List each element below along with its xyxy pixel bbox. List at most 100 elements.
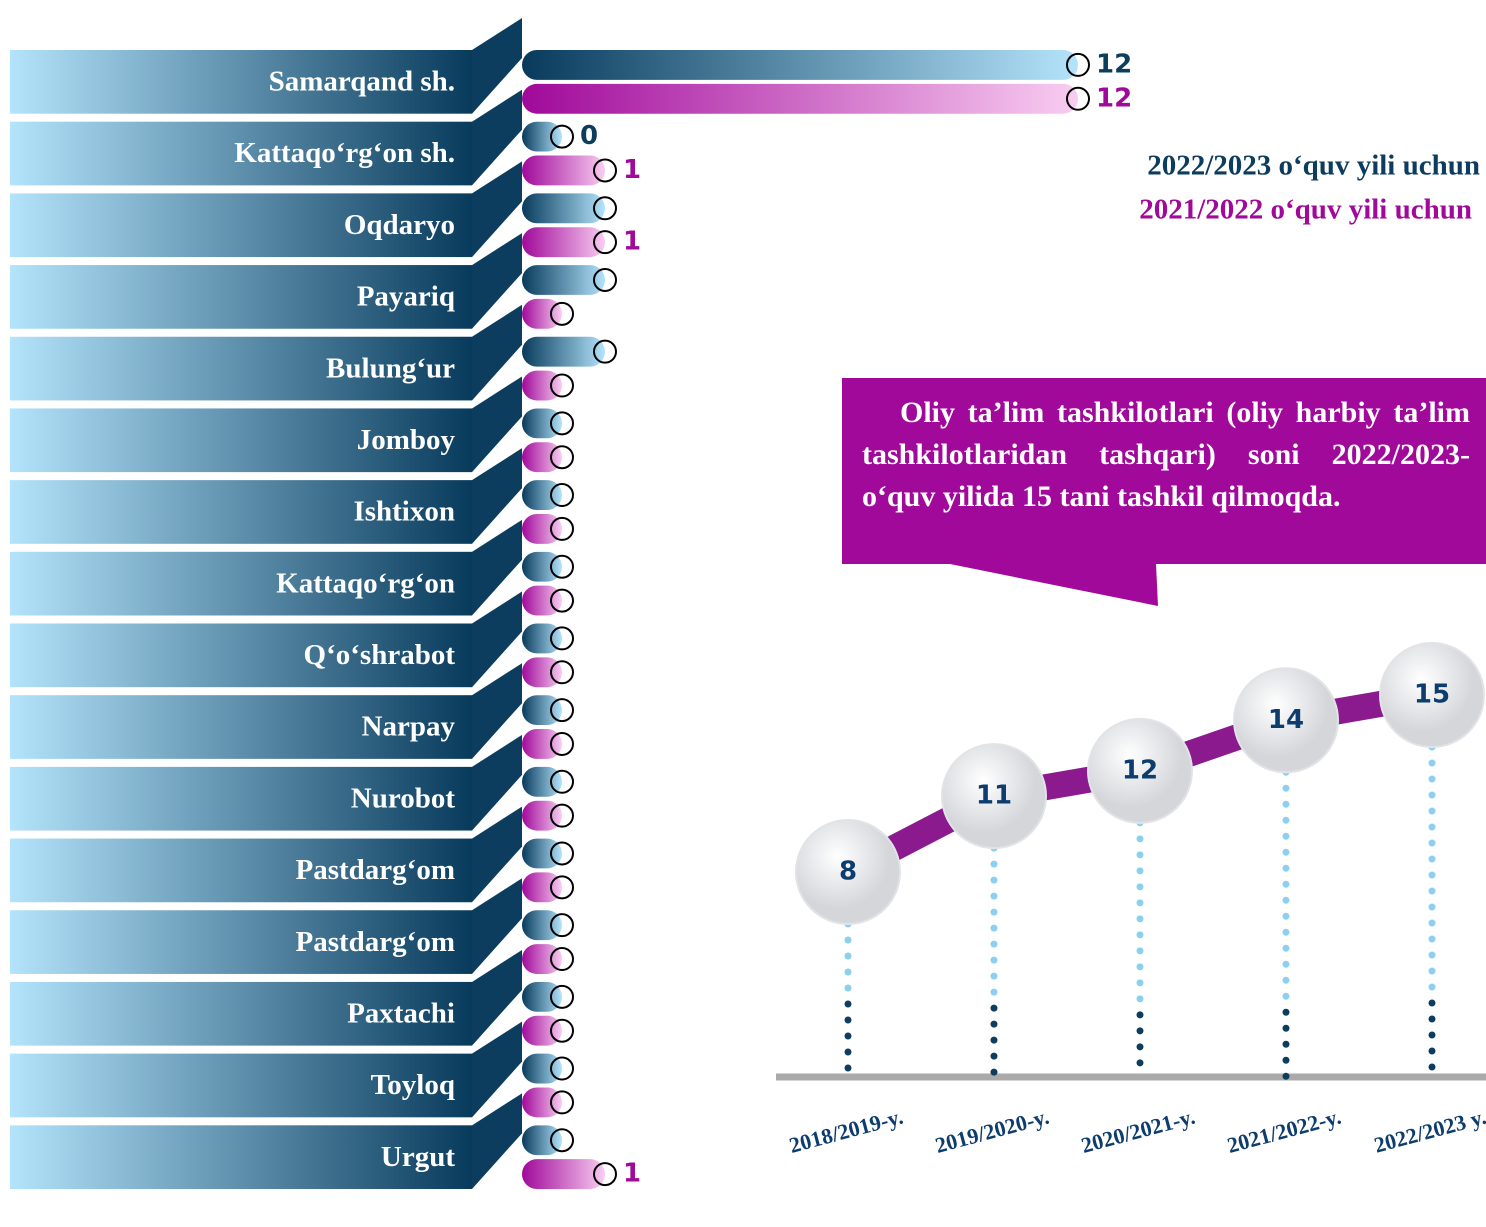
label-panel xyxy=(10,838,472,903)
drop-dot xyxy=(1136,1011,1144,1019)
drop-dot xyxy=(1136,1059,1144,1067)
category-label: Narpay xyxy=(362,711,456,743)
drop-dot xyxy=(1136,1027,1144,1035)
drop-dot xyxy=(1282,928,1290,936)
category-label: Pastdarg‘om xyxy=(296,926,455,958)
bar xyxy=(522,480,562,510)
bar xyxy=(522,910,562,941)
drop-dot xyxy=(1136,995,1144,1003)
drop-dot xyxy=(1282,960,1290,968)
drop-dot xyxy=(844,936,852,944)
label-panel xyxy=(10,551,472,616)
drop-dot xyxy=(1428,983,1436,991)
bar-cap xyxy=(550,803,574,828)
bar xyxy=(522,155,605,186)
panel-fold xyxy=(472,448,522,544)
bar-cap xyxy=(550,841,574,866)
panel-fold xyxy=(472,591,522,688)
panel-fold xyxy=(472,1093,522,1189)
bar xyxy=(522,121,562,152)
drop-dot xyxy=(1428,871,1436,879)
panel-fold xyxy=(472,233,522,329)
panel-fold xyxy=(472,161,522,258)
bar-cap xyxy=(550,626,574,651)
drop-dot xyxy=(1428,903,1436,911)
panel-fold xyxy=(472,89,522,186)
value-label: 12 xyxy=(1096,49,1132,79)
drop-dot xyxy=(844,1016,852,1024)
bar xyxy=(522,513,562,544)
value-label: 15 xyxy=(1414,680,1450,710)
bar xyxy=(522,623,562,654)
panel-fold xyxy=(472,734,522,831)
bar-cap xyxy=(550,875,574,900)
drop-dot xyxy=(1428,839,1436,847)
legend-entry: 2022/2023 o‘quv yili uchun xyxy=(1147,150,1480,182)
drop-dot xyxy=(1282,1024,1290,1032)
drop-dot xyxy=(1428,823,1436,831)
point xyxy=(795,819,901,925)
panel-fold xyxy=(472,663,522,759)
drop-dot xyxy=(1428,1015,1436,1023)
bar xyxy=(522,1015,562,1046)
value-label: 12 xyxy=(1122,755,1158,785)
value-label: 14 xyxy=(1268,705,1304,735)
bar-cap xyxy=(550,373,574,398)
drop-dot xyxy=(990,908,998,916)
label-panel xyxy=(10,1053,472,1118)
bar-cap xyxy=(593,1162,617,1187)
drop-dot xyxy=(1282,880,1290,888)
label-panel xyxy=(10,480,472,544)
category-label: Kattaqo‘rg‘on sh. xyxy=(234,137,455,169)
bar-cap xyxy=(550,660,574,685)
label-panel xyxy=(10,408,472,473)
drop-dot xyxy=(1428,855,1436,863)
label-panel xyxy=(10,1125,472,1189)
x-tick-label: 2021/2022-y. xyxy=(1224,1104,1343,1158)
bar-cap xyxy=(550,1128,574,1153)
panel-fold xyxy=(472,18,522,114)
drop-dot xyxy=(1282,944,1290,952)
point xyxy=(1379,642,1485,748)
drop-dot xyxy=(1282,1072,1290,1080)
drop-dot xyxy=(1282,976,1290,984)
label-panel xyxy=(10,121,472,186)
panel-fold xyxy=(472,376,522,473)
drop-dot xyxy=(1282,832,1290,840)
drop-dot xyxy=(990,940,998,948)
bar xyxy=(522,766,562,797)
value-label: 11 xyxy=(976,781,1012,811)
drop-dot xyxy=(990,924,998,932)
drop-dot xyxy=(990,1004,998,1012)
bar-cap xyxy=(550,947,574,972)
bar-cap xyxy=(550,1018,574,1043)
x-tick-label: 2020/2021-y. xyxy=(1078,1104,1197,1158)
drop-dot xyxy=(990,892,998,900)
label-panel xyxy=(10,695,472,759)
drop-dot xyxy=(990,1036,998,1044)
bar-cap xyxy=(1066,52,1090,77)
drop-dot xyxy=(990,1052,998,1060)
bar-cap xyxy=(550,588,574,613)
bar xyxy=(522,442,562,473)
drop-dot xyxy=(990,1020,998,1028)
bar-cap xyxy=(550,301,574,326)
value-label: 0 xyxy=(580,121,598,151)
bar xyxy=(522,872,562,903)
category-label: Q‘o‘shrabot xyxy=(304,639,456,671)
bar xyxy=(522,408,562,439)
drop-dot xyxy=(1136,867,1144,875)
drop-dot xyxy=(1282,784,1290,792)
panel-fold xyxy=(472,949,522,1046)
bar xyxy=(522,193,605,224)
x-tick-label: 2018/2019-y. xyxy=(786,1104,905,1158)
point xyxy=(941,743,1047,850)
bar xyxy=(522,298,562,329)
drop-dot xyxy=(1282,992,1290,1000)
bar xyxy=(522,265,605,295)
bar-cap xyxy=(550,769,574,794)
bar xyxy=(522,551,562,582)
bar-cap xyxy=(550,411,574,436)
category-label: Jomboy xyxy=(357,424,456,456)
